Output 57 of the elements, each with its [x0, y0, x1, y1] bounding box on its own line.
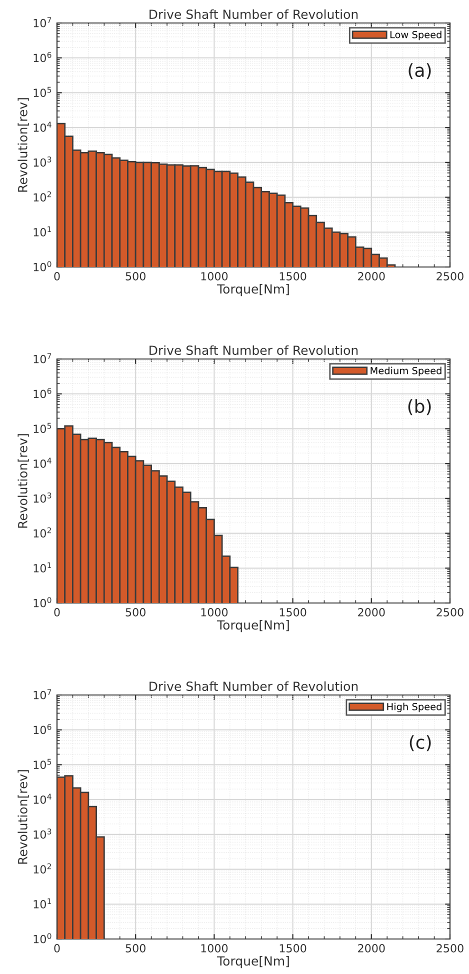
- annotation: (a): [408, 63, 431, 80]
- y-tick-label: 10$^{4}$: [34, 794, 52, 804]
- y-tick-label: 10$^{3}$: [34, 828, 52, 839]
- x-tick-label: 0: [54, 608, 60, 616]
- chart-title: Drive Shaft Number of Revolution: [150, 9, 358, 20]
- y-tick-label: 10$^{7}$: [34, 17, 52, 28]
- legend-label: Medium Speed: [370, 366, 442, 376]
- legend-label: Low Speed: [390, 30, 442, 40]
- x-tick-label: 1500: [280, 944, 306, 952]
- legend-label: High Speed: [387, 702, 442, 712]
- y-axis-title: Revolution[rev]: [18, 98, 29, 192]
- y-tick-label: 10$^{5}$: [34, 422, 52, 434]
- x-axis-title: Torque[Nm]: [217, 284, 289, 296]
- x-tick-label: 1000: [201, 272, 228, 280]
- y-tick-label: 10$^{1}$: [34, 226, 52, 236]
- y-axis-title: Revolution[rev]: [18, 770, 29, 864]
- y-tick-label: 10$^{6}$: [34, 388, 52, 398]
- y-tick-label: 10$^{5}$: [34, 86, 52, 98]
- x-tick-label: 1500: [280, 272, 306, 280]
- y-tick-label: 10$^{5}$: [34, 758, 52, 770]
- y-tick-label: 10$^{1}$: [34, 562, 52, 572]
- annotation: (c): [410, 735, 431, 752]
- y-tick-label: 10$^{3}$: [34, 492, 52, 503]
- x-tick-label: 500: [126, 608, 146, 616]
- x-tick-label: 2000: [358, 272, 385, 280]
- y-tick-label: 10$^{1}$: [34, 898, 52, 908]
- y-tick-label: 10$^{7}$: [34, 689, 52, 700]
- y-tick-label: 10$^{2}$: [34, 863, 51, 874]
- y-tick-label: 10$^{2}$: [34, 191, 51, 202]
- chart-title: Drive Shaft Number of Revolution: [150, 681, 358, 692]
- x-tick-label: 0: [54, 272, 60, 280]
- x-tick-label: 2000: [358, 944, 385, 952]
- x-tick-label: 500: [126, 944, 146, 952]
- x-tick-label: 2000: [358, 608, 385, 616]
- x-tick-label: 0: [54, 944, 60, 952]
- x-axis-title: Torque[Nm]: [217, 620, 289, 632]
- x-axis-title: Torque[Nm]: [217, 956, 289, 968]
- x-tick-label: 2500: [436, 608, 464, 616]
- y-tick-label: 10$^{7}$: [34, 353, 52, 364]
- y-tick-label: 10$^{0}$: [34, 933, 52, 944]
- annotation: (b): [408, 399, 431, 416]
- y-tick-label: 10$^{4}$: [34, 122, 52, 132]
- x-tick-label: 1000: [201, 944, 228, 952]
- y-tick-label: 10$^{3}$: [34, 156, 52, 167]
- y-tick-label: 10$^{0}$: [34, 261, 52, 272]
- x-tick-label: 2500: [436, 944, 464, 952]
- y-tick-label: 10$^{0}$: [34, 597, 52, 608]
- y-tick-label: 10$^{6}$: [34, 52, 52, 62]
- chart-title: Drive Shaft Number of Revolution: [150, 345, 358, 356]
- y-tick-label: 10$^{4}$: [34, 458, 52, 468]
- x-tick-label: 500: [126, 272, 146, 280]
- y-tick-label: 10$^{2}$: [34, 527, 51, 538]
- x-tick-label: 2500: [436, 272, 464, 280]
- x-tick-label: 1000: [201, 608, 228, 616]
- x-tick-label: 1500: [280, 608, 306, 616]
- y-tick-label: 10$^{6}$: [34, 724, 52, 734]
- y-axis-title: Revolution[rev]: [18, 434, 29, 528]
